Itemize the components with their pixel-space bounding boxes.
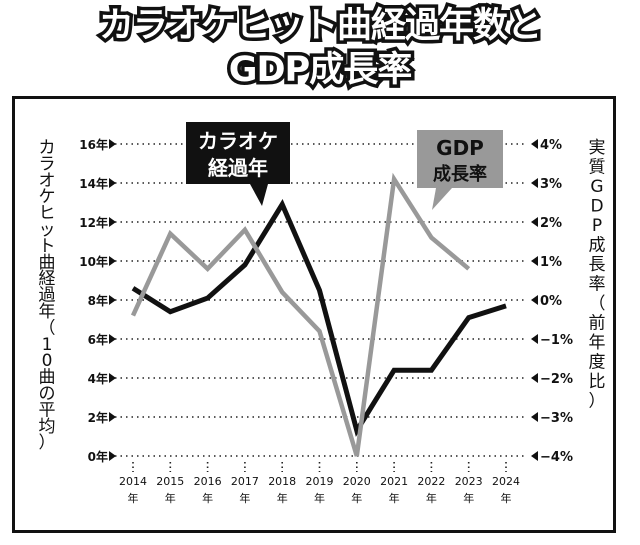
- x-tick-suffix: 年: [128, 491, 139, 505]
- x-tick-label: 2017: [231, 475, 259, 488]
- left-axis-tick-marker: [109, 373, 116, 383]
- x-tick-suffix: 年: [351, 491, 362, 505]
- left-axis-tick-marker: [109, 334, 116, 344]
- x-tick-suffix: 年: [165, 491, 176, 505]
- gdp-label-box: [417, 130, 503, 188]
- chart-title-line-2: GDP成長率: [225, 47, 415, 94]
- right-axis-tick-marker: [531, 295, 538, 305]
- right-axis-tick-label: −2%: [540, 372, 573, 387]
- gdp-label-pointer: [432, 188, 452, 210]
- right-axis-tick-label: 1%: [540, 255, 562, 270]
- left-axis-tick-marker: [109, 295, 116, 305]
- x-tick-label: 2016: [194, 475, 222, 488]
- karaoke-label-line-1: カラオケ: [198, 129, 278, 153]
- right-axis-tick-marker: [531, 139, 538, 149]
- right-axis-tick-marker: [531, 217, 538, 227]
- right-axis-tick-label: 2%: [540, 216, 562, 231]
- series-line-karaoke: [131, 199, 507, 437]
- karaoke-label-box: [186, 122, 290, 184]
- left-axis-tick-label: 2年: [88, 410, 108, 425]
- left-axis-title: カラオケヒット曲経過年（ 1 0 曲の平均）: [39, 138, 56, 453]
- x-tick-label: 2015: [156, 475, 184, 488]
- gdp-label-line-1: GDP: [436, 136, 484, 160]
- x-tick-suffix: 年: [389, 491, 400, 505]
- right-axis-tick-marker: [531, 373, 538, 383]
- gdp-label-line-2: 成長率: [433, 163, 487, 185]
- x-tick-suffix: 年: [202, 491, 213, 505]
- right-axis-tick-label: −3%: [540, 411, 573, 426]
- right-axis-tick-marker: [531, 451, 538, 461]
- left-axis-tick-label: 8年: [88, 293, 108, 308]
- right-axis-tick-marker: [531, 412, 538, 422]
- left-axis-tick-label: 10年: [79, 254, 108, 269]
- right-axis-tick-marker: [531, 256, 538, 266]
- series-line-gdp: [130, 172, 471, 457]
- x-tick-label: 2024: [492, 475, 520, 488]
- karaoke-label-line-2: 経過年: [208, 156, 268, 180]
- x-tick-suffix: 年: [277, 491, 288, 505]
- x-tick-suffix: 年: [239, 491, 250, 505]
- right-axis-title: 実質 G D P 成長率（前年度比）: [589, 138, 606, 412]
- x-tick-label: 2019: [306, 475, 334, 488]
- left-axis-tick-label: 4年: [88, 371, 108, 386]
- x-tick-suffix: 年: [426, 491, 437, 505]
- left-axis-tick-label: 16年: [79, 137, 108, 152]
- x-tick-suffix: 年: [314, 491, 325, 505]
- right-axis-tick-label: 3%: [540, 177, 562, 192]
- right-axis-tick-marker: [531, 334, 538, 344]
- x-tick-suffix: 年: [501, 491, 512, 505]
- karaoke-label-pointer: [250, 184, 268, 206]
- chart-title-line-1: カラオケヒット曲経過年数と: [95, 3, 545, 50]
- left-axis-tick-label: 0年: [88, 449, 108, 464]
- left-axis-tick-label: 6年: [88, 332, 108, 347]
- right-axis-tick-label: −4%: [540, 450, 573, 465]
- right-axis-tick-marker: [531, 178, 538, 188]
- left-axis-tick-marker: [109, 217, 116, 227]
- left-axis-tick-label: 12年: [79, 215, 108, 230]
- chart-frame: [12, 96, 616, 533]
- x-tick-label: 2021: [380, 475, 408, 488]
- left-axis-tick-marker: [109, 412, 116, 422]
- right-axis-tick-label: 0%: [540, 294, 562, 309]
- x-tick-label: 2020: [343, 475, 371, 488]
- x-tick-label: 2023: [455, 475, 483, 488]
- x-tick-label: 2022: [417, 475, 445, 488]
- left-axis-tick-marker: [109, 139, 116, 149]
- left-axis-tick-label: 14年: [79, 176, 108, 191]
- x-tick-suffix: 年: [463, 491, 474, 505]
- x-tick-label: 2014: [119, 475, 147, 488]
- x-tick-label: 2018: [268, 475, 296, 488]
- left-axis-tick-marker: [109, 451, 116, 461]
- left-axis-tick-marker: [109, 256, 116, 266]
- right-axis-tick-label: 4%: [540, 138, 562, 153]
- chart-title: カラオケヒット曲経過年数と GDP成長率: [0, 3, 640, 94]
- right-axis-tick-label: −1%: [540, 333, 573, 348]
- left-axis-tick-marker: [109, 178, 116, 188]
